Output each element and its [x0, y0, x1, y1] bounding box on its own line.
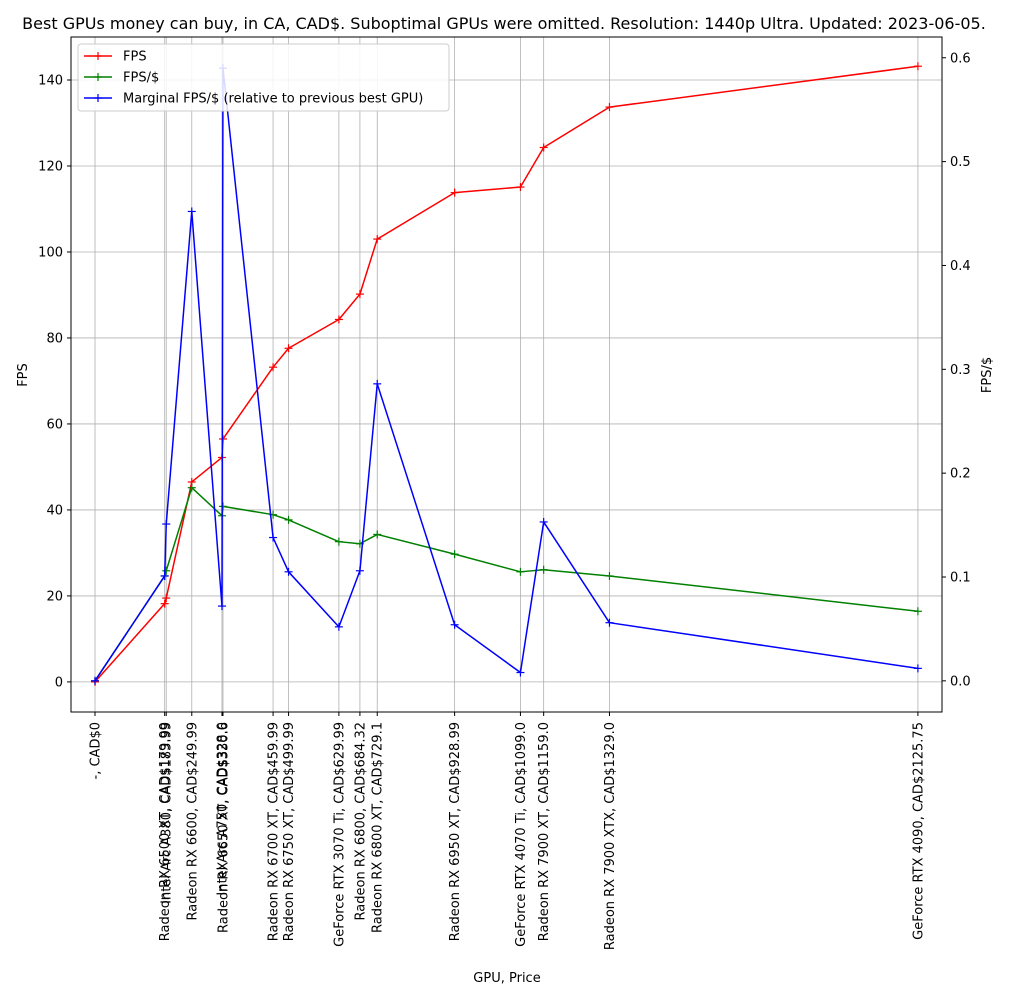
data-point [334, 537, 343, 546]
right-tick-label: 0.0 [950, 674, 971, 689]
right-tick-label: 0.2 [950, 467, 971, 482]
legend-label: FPS [123, 50, 147, 65]
data-point [218, 502, 227, 511]
x-tick-label: Radeon RX 6500 XT, CAD$179.99 [158, 722, 173, 941]
series-line [94, 486, 918, 682]
data-point [284, 567, 293, 576]
data-point [91, 676, 100, 685]
data-point [539, 565, 548, 574]
x-tick-label: Radeon RX 7900 XTX, CAD$1329.0 [603, 722, 618, 950]
plot-frame [70, 36, 943, 713]
left-tick-label: 100 [38, 245, 63, 260]
data-point [162, 594, 171, 603]
series-line [94, 67, 919, 682]
legend-label: Marginal FPS/$ (relative to previous bes… [123, 92, 423, 107]
left-tick-label: 140 [38, 73, 63, 88]
left-y-axis: 0 20 40 60 80 100 120 140 [38, 73, 71, 690]
x-tick-label: Radeon RX 6650 XT, CAD$330.6 [216, 722, 231, 933]
x-tick-label: Intel Arc A380, CAD$183.99 [160, 722, 175, 904]
data-point [187, 483, 196, 492]
right-tick-label: 0.1 [950, 571, 971, 586]
data-point [373, 235, 382, 244]
x-tick-label: GeForce RTX 4090, CAD$2125.75 [911, 722, 926, 940]
left-tick-label: 20 [46, 589, 63, 604]
series-2 [91, 64, 922, 685]
data-point [605, 103, 614, 112]
legend-label: FPS/$ [123, 71, 159, 86]
chart-title: Best GPUs money can buy, in CA, CAD$. Su… [22, 14, 986, 33]
data-point [162, 520, 171, 529]
right-y-axis: 0.0 0.1 0.2 0.3 0.4 0.5 0.6 [942, 51, 971, 689]
right-tick-label: 0.3 [950, 363, 971, 378]
data-point [334, 315, 343, 324]
data-point [334, 622, 343, 631]
data-point [450, 550, 459, 559]
data-point [450, 188, 459, 197]
data-point [160, 571, 169, 580]
right-tick-label: 0.4 [950, 259, 971, 274]
data-point [284, 344, 293, 353]
data-point [913, 664, 922, 673]
data-point [539, 143, 548, 152]
x-tick-label: GeForce RTX 4070 Ti, CAD$1099.0 [514, 722, 529, 947]
right-tick-label: 0.5 [950, 155, 971, 170]
data-point [605, 618, 614, 627]
data-point [913, 607, 922, 616]
x-tick-label: GeForce RTX 3070 Ti, CAD$629.99 [332, 722, 347, 947]
x-tick-label: Radeon RX 6600, CAD$249.99 [185, 722, 200, 920]
data-point [516, 183, 525, 192]
x-axis: -, CAD$0 Radeon RX 6500 XT, CAD$179.99Int… [89, 712, 926, 950]
data-point [373, 530, 382, 539]
x-tick-label: Intel Arc A750, CAD$328.0 [215, 722, 230, 896]
data-point [355, 290, 364, 299]
x-tick-label: Radeon RX 6800 XT, CAD$729.1 [371, 722, 386, 933]
y-axis-label-right: FPS/$ [980, 357, 995, 393]
y-axis-label-left: FPS [16, 363, 31, 387]
data-point [913, 62, 922, 71]
left-tick-label: 40 [46, 503, 63, 518]
right-tick-label: 0.6 [950, 51, 971, 66]
data-point [373, 379, 382, 388]
left-tick-label: 80 [46, 331, 63, 346]
series-layer [91, 62, 922, 686]
x-tick-label: Radeon RX 6700 XT, CAD$459.99 [267, 722, 282, 941]
x-tick-label: Radeon RX 6950 XT, CAD$928.99 [448, 722, 463, 941]
left-tick-label: 0 [55, 675, 63, 690]
x-tick-label: Radeon RX 6800, CAD$684.32 [353, 722, 368, 920]
data-point [516, 567, 525, 576]
data-point [516, 668, 525, 677]
data-point [450, 620, 459, 629]
left-tick-label: 60 [46, 417, 63, 432]
x-tick-label: -, CAD$0 [89, 722, 104, 779]
legend-box [77, 43, 450, 112]
x-axis-label: GPU, Price [473, 971, 540, 986]
data-point [187, 207, 196, 216]
left-tick-label: 120 [38, 159, 63, 174]
data-point [269, 533, 278, 542]
data-point [160, 599, 169, 608]
x-tick-label: Radeon RX 7900 XT, CAD$1159.0 [537, 722, 552, 941]
data-point [605, 571, 614, 580]
data-point [162, 566, 171, 575]
data-point [269, 363, 278, 372]
data-point [539, 517, 548, 526]
series-line [94, 65, 918, 683]
legend: FPS FPS/$ Marginal FPS/$ (relative to prev… [77, 43, 450, 112]
data-point [355, 566, 364, 575]
grid-lines [71, 37, 942, 712]
x-tick-label: Radeon RX 6750 XT, CAD$499.99 [282, 722, 297, 941]
data-point [217, 602, 226, 611]
data-point [284, 515, 293, 524]
series-0 [91, 62, 922, 686]
